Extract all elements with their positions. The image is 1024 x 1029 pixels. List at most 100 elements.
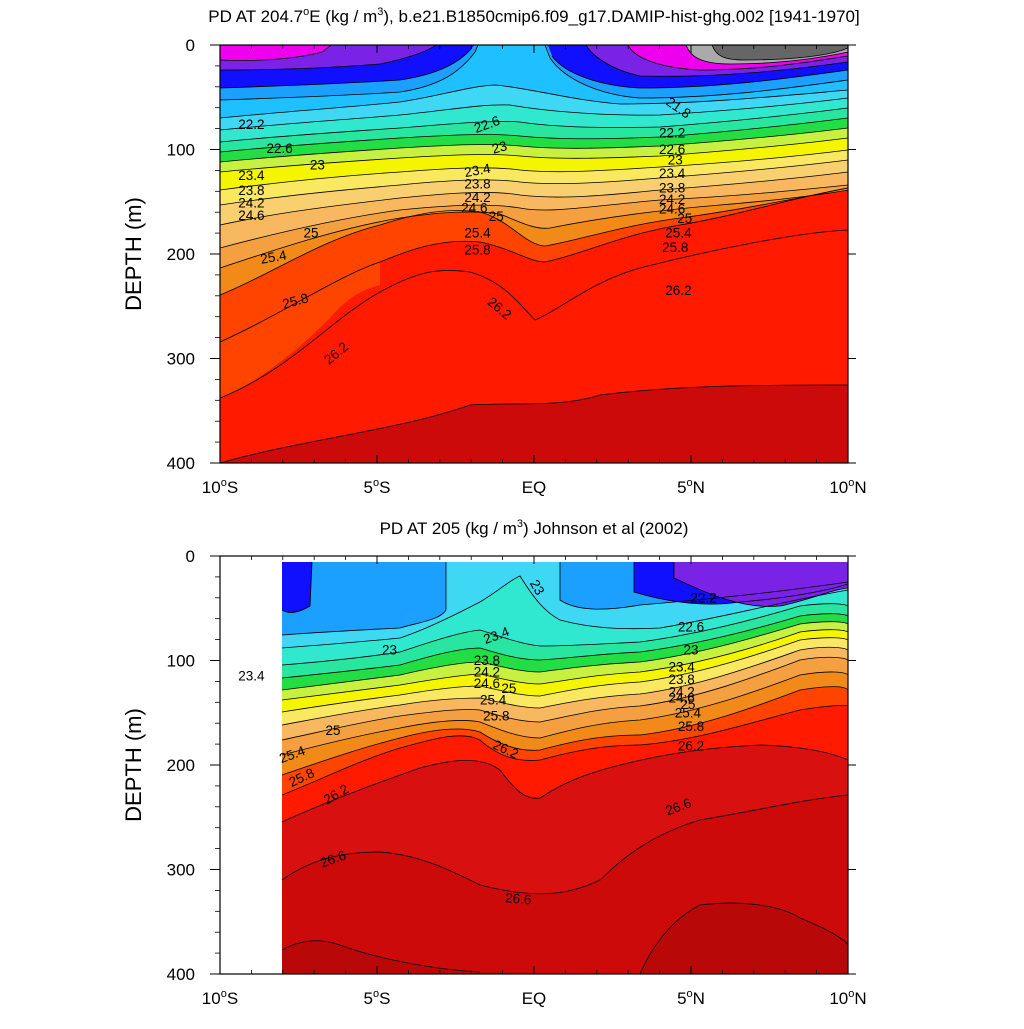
top-fill-26.0	[220, 262, 380, 398]
bottom-contour-label: 23.4	[238, 669, 265, 684]
top-x-tick-label: 10oS	[202, 477, 238, 497]
top-y-axis-label: DEPTH (m)	[121, 197, 146, 311]
bottom-x-tick-label: 10oS	[202, 988, 238, 1008]
top-contour-label: 23	[490, 138, 508, 156]
bottom-line	[281, 656, 848, 741]
bottom-contour-label: 25	[680, 697, 695, 712]
top-y-tick-label: 200	[167, 245, 195, 264]
bottom-line	[673, 562, 848, 607]
bottom-contour-label: 23	[382, 643, 397, 658]
bottom-contour-label: 23	[683, 643, 698, 658]
bottom-contour-fills	[282, 562, 848, 974]
top-line	[220, 97, 848, 131]
bottom-contour-label: 24.2	[474, 664, 500, 679]
top-y-tick-label: 400	[167, 454, 195, 473]
top-contour-label: 25.8	[464, 242, 490, 257]
top-contour-label: 25.8	[662, 240, 688, 255]
top-line	[220, 229, 848, 399]
top-contour-lines	[220, 45, 848, 463]
top-line	[627, 45, 848, 71]
bottom-x-tick-label: 5oN	[677, 988, 705, 1008]
bottom-y-tick-label: 400	[167, 965, 195, 984]
top-contour-label: 23.4	[238, 168, 265, 183]
bottom-line	[281, 613, 848, 679]
bottom-contour-label: 25.8	[483, 708, 509, 723]
bottom-contour-label: 23.8	[474, 653, 500, 668]
bottom-contour-label: 22.2	[690, 590, 716, 605]
bottom-y-tick-label: 0	[186, 547, 195, 566]
bottom-line	[281, 562, 447, 636]
bottom-contour-label: 25.8	[678, 719, 704, 734]
bottom-line	[281, 637, 848, 713]
top-line	[220, 189, 848, 269]
top-line	[220, 187, 848, 296]
top-contour-label: 23.8	[659, 181, 685, 196]
bottom-line	[639, 902, 848, 974]
bottom-contour-label: 24.6	[668, 691, 694, 706]
top-line	[544, 45, 848, 99]
top-contour-label: 23	[668, 152, 683, 167]
bottom-contour-label: 23.4	[668, 659, 695, 674]
bottom-line	[281, 705, 848, 796]
top-line	[220, 384, 848, 463]
top-line	[220, 107, 848, 143]
bottom-line	[281, 575, 848, 649]
top-line	[551, 55, 848, 89]
top-line	[585, 45, 848, 77]
top-contour-label: 23.4	[463, 161, 492, 180]
bottom-line	[281, 561, 313, 613]
bottom-contour-label: 25	[326, 723, 341, 738]
bottom-line	[281, 603, 848, 666]
bottom-line	[281, 686, 848, 776]
top-fill-21.4w	[220, 45, 331, 61]
top-x-tick-label: 5oN	[677, 477, 705, 497]
top-contour-label: 22.2	[659, 125, 685, 140]
bottom-y-axis-label: DEPTH (m)	[121, 708, 146, 822]
top-fill-20.6e	[712, 45, 848, 60]
top-contour-label: 22.6	[659, 142, 685, 157]
top-line	[220, 149, 848, 191]
top-line	[220, 45, 479, 101]
bottom-contour-label: 23	[527, 577, 548, 598]
top-line	[220, 45, 332, 61]
bottom-contour-label: 24.6	[474, 676, 500, 691]
bottom-x-tick-label: 10oN	[829, 988, 866, 1008]
top-x-tick-label: 10oN	[829, 477, 866, 497]
top-panel: PD AT 204.7oE (kg / m3), b.e21.B1850cmip…	[121, 6, 867, 497]
bottom-contour-label: 25.4	[480, 693, 507, 708]
bottom-line	[633, 562, 848, 605]
top-contour-label: 24.2	[659, 192, 685, 207]
bottom-line	[281, 794, 848, 895]
top-contour-label: 25.4	[464, 226, 491, 241]
bottom-contour-label: 26.2	[678, 739, 704, 754]
bottom-line	[281, 646, 848, 726]
top-y-tick-label: 0	[186, 36, 195, 55]
bottom-panel: PD AT 205 (kg / m3) Johnson et al (2002)	[121, 518, 867, 1008]
top-contour-label: 24.6	[659, 202, 685, 217]
top-contour-label: 24.2	[238, 195, 264, 210]
top-x-tick-label: EQ	[522, 478, 547, 497]
top-contour-label: 25.8	[281, 290, 310, 311]
bottom-fill-21.8e	[674, 562, 848, 607]
bottom-y-tick-label: 200	[167, 756, 195, 775]
top-contour-label: 25	[677, 211, 692, 226]
bottom-contour-label: 22.6	[678, 620, 704, 635]
bottom-line	[281, 940, 481, 973]
top-y-tick-label: 100	[167, 141, 195, 160]
top-line	[220, 117, 848, 153]
top-line	[685, 45, 848, 65]
bottom-y-tick-label: 100	[167, 652, 195, 671]
bottom-contour-label: 25	[501, 681, 516, 696]
bottom-fill-22.6w	[282, 562, 446, 635]
bottom-line	[281, 744, 848, 823]
top-contour-label: 25	[304, 226, 319, 241]
top-line	[220, 45, 437, 71]
bottom-panel-title: PD AT 205 (kg / m3) Johnson et al (2002)	[380, 518, 689, 538]
top-line	[220, 159, 848, 206]
top-line	[220, 184, 848, 249]
bottom-contour-label: 23.8	[668, 672, 694, 687]
top-contour-label: 24.6	[238, 208, 264, 223]
top-contour-label: 23.8	[238, 183, 264, 198]
